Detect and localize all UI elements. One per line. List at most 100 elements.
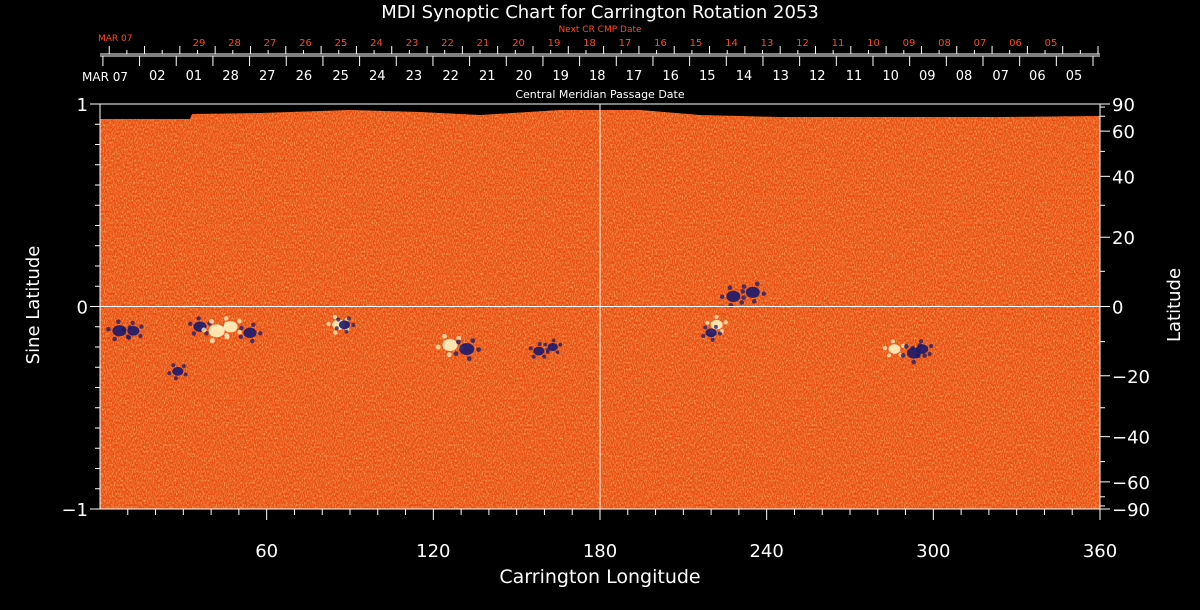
negative-polarity-fleck <box>470 338 476 344</box>
cmp-date-label: 18 <box>589 69 606 84</box>
negative-polarity-fleck <box>916 354 921 359</box>
next-cr-date-label: 12 <box>796 38 809 49</box>
negative-polarity-fleck <box>191 331 197 336</box>
cmp-axis-label: Central Meridian Passage Date <box>515 88 684 101</box>
cmp-ticks: 05 06 07 08 09 10 11 12 13 14 15 16 17 18 19 20 21 22 23 24… <box>100 55 1100 84</box>
cmp-date-label: 27 <box>259 69 276 84</box>
cmp-date-label: 09 <box>919 69 936 84</box>
negative-polarity-fleck <box>528 346 533 351</box>
positive-polarity-fleck <box>456 335 462 341</box>
negative-polarity-spot <box>172 366 184 376</box>
latitude-tick-label: 60 <box>1112 122 1135 143</box>
negative-polarity-fleck <box>181 364 186 369</box>
next-cr-date-label: 25 <box>335 38 348 49</box>
cmp-date-label: 24 <box>369 69 386 84</box>
cmp-date-label: 06 <box>1029 69 1046 84</box>
positive-polarity-fleck <box>209 338 215 344</box>
positive-polarity-fleck <box>332 314 338 320</box>
x-tick-label: 120 <box>416 541 450 562</box>
next-cr-date-label: 29 <box>193 38 206 49</box>
positive-polarity-spot <box>442 338 458 351</box>
next-cr-date-label: 21 <box>477 38 490 49</box>
negative-polarity-fleck <box>927 351 932 357</box>
negative-polarity-fleck <box>713 324 718 329</box>
negative-polarity-fleck <box>740 289 746 294</box>
positive-polarity-spot <box>710 319 723 330</box>
cmp-date-label: 01 <box>186 69 203 84</box>
next-cr-date-label: 07 <box>974 38 987 49</box>
positive-polarity-fleck <box>882 346 888 351</box>
next-cr-date-label: 22 <box>441 38 454 49</box>
negative-polarity-fleck <box>130 320 135 326</box>
negative-polarity-fleck <box>239 325 244 331</box>
negative-polarity-fleck <box>928 343 934 349</box>
negative-polarity-fleck <box>183 372 188 377</box>
negative-polarity-fleck <box>911 359 916 365</box>
positive-polarity-fleck <box>332 330 338 335</box>
x-axis-ticks: 60 120 180 240 300 360 <box>127 509 1117 562</box>
negative-polarity-fleck <box>167 371 172 376</box>
y-axis-left-ticks: 1 0 −1 <box>61 95 100 521</box>
cmp-date-label: 21 <box>479 69 496 84</box>
positive-polarity-fleck <box>237 318 242 324</box>
next-cr-date-label: 18 <box>583 38 596 49</box>
latitude-tick-label: −90 <box>1112 500 1150 521</box>
negative-polarity-fleck <box>900 353 906 358</box>
negative-polarity-fleck <box>456 339 461 345</box>
cmp-date-label: 17 <box>626 69 643 84</box>
negative-polarity-spot <box>533 346 545 356</box>
negative-polarity-spot <box>745 286 760 298</box>
positive-polarity-spot <box>888 344 901 354</box>
next-cr-start-label: MAR 07 <box>98 34 133 44</box>
cmp-date-label: 26 <box>296 69 313 84</box>
cmp-date-label: 10 <box>882 69 899 84</box>
negative-polarity-fleck <box>717 331 722 336</box>
y-axis-right-ticks: 90 60 40 20 0 −20 −40 −60 −90 <box>1100 95 1150 521</box>
negative-polarity-fleck <box>251 322 256 328</box>
x-tick-label: 60 <box>255 541 278 562</box>
cmp-date-label: 16 <box>662 69 679 84</box>
cmp-date-label: 05 <box>1066 69 1083 84</box>
negative-polarity-fleck <box>918 339 924 344</box>
active-regions <box>106 281 934 381</box>
negative-polarity-fleck <box>751 299 757 304</box>
y-tick-left-label: 1 <box>77 95 88 116</box>
negative-polarity-fleck <box>739 300 745 305</box>
next-cr-date-label: 20 <box>512 38 525 49</box>
y-tick-left-label: 0 <box>77 298 88 319</box>
next-cr-date-label: 11 <box>832 38 845 49</box>
negative-polarity-fleck <box>188 321 193 326</box>
cmp-date-label: 23 <box>406 69 423 84</box>
negative-polarity-fleck <box>543 342 548 347</box>
negative-polarity-fleck <box>542 354 547 359</box>
x-tick-label: 300 <box>916 541 950 562</box>
cmp-date-label: 12 <box>809 69 826 84</box>
next-cr-date-label: 26 <box>299 38 312 49</box>
negative-polarity-fleck <box>922 353 927 358</box>
negative-polarity-fleck <box>116 319 121 325</box>
negative-polarity-fleck <box>719 294 725 300</box>
negative-polarity-fleck <box>453 351 459 357</box>
positive-polarity-fleck <box>705 320 710 325</box>
x-tick-label: 240 <box>749 541 783 562</box>
negative-polarity-fleck <box>466 356 472 361</box>
cmp-start-label: MAR 07 <box>82 70 128 84</box>
x-axis-label: Carrington Longitude <box>499 566 700 588</box>
negative-polarity-fleck <box>196 316 201 321</box>
negative-polarity-fleck <box>558 342 563 347</box>
negative-polarity-fleck <box>351 322 356 327</box>
negative-polarity-fleck <box>537 341 542 346</box>
next-cr-date-label: 10 <box>867 38 880 49</box>
negative-polarity-fleck <box>551 338 556 343</box>
next-cr-ticks: 05 06 07 08 09 10 11 12 13 14 15 16 17 18 19 20 21 22 23 24… <box>108 38 1099 54</box>
negative-polarity-fleck <box>238 334 244 340</box>
next-cr-date-label: 08 <box>938 38 951 49</box>
negative-polarity-fleck <box>126 335 132 340</box>
negative-polarity-fleck <box>346 316 351 321</box>
cmp-date-label: 25 <box>332 69 349 84</box>
latitude-tick-label: 90 <box>1112 95 1135 116</box>
positive-polarity-fleck <box>442 333 447 339</box>
positive-polarity-fleck <box>435 344 441 350</box>
positive-polarity-fleck <box>890 339 896 344</box>
